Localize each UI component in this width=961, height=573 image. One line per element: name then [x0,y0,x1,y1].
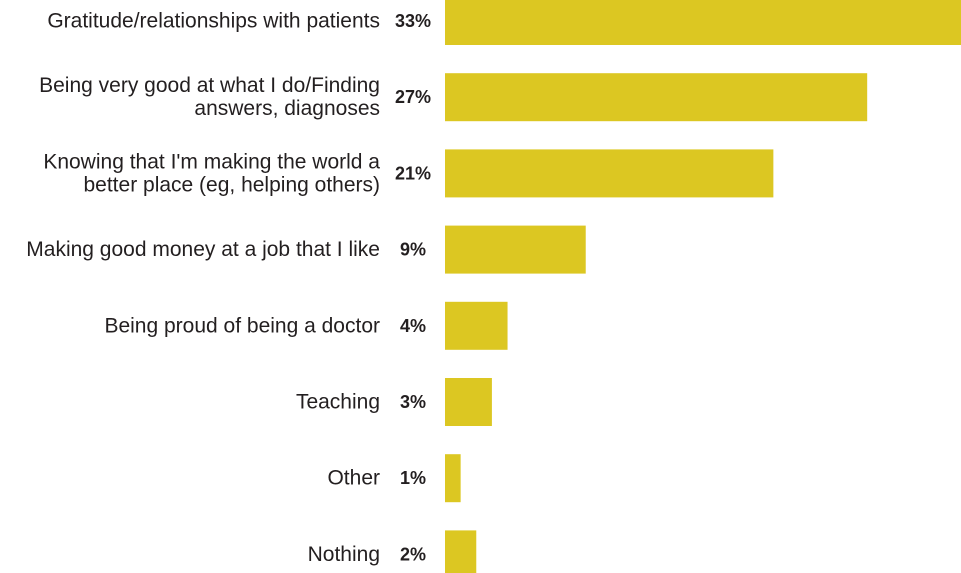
category-label-2-line-1: better place (eg, helping others) [83,173,380,196]
value-label-1: 27% [395,87,431,107]
value-label-2: 21% [395,163,431,183]
category-label-2-line-0: Knowing that I'm making the world a [43,150,380,173]
category-label-1-line-1: answers, diagnoses [194,97,380,120]
bar-1 [445,73,868,122]
bar-3 [445,225,586,274]
value-label-6: 1% [400,468,426,488]
category-label-5-line-0: Teaching [296,391,380,414]
value-label-5: 3% [400,392,426,412]
bars-group: 33% Gratitude/relationships with patients… [26,0,961,573]
category-label-6-line-0: Other [327,467,380,490]
bar-0 [445,0,961,45]
bar-7 [445,530,477,573]
bar-2 [445,149,774,198]
bar-4 [445,301,508,350]
bar-6 [445,454,461,503]
category-label-4-line-0: Being proud of being a doctor [104,314,380,337]
value-label-7: 2% [400,544,426,564]
category-label-1-line-0: Being very good at what I do/Finding [39,74,380,97]
category-label-7-line-0: Nothing [308,543,380,566]
category-label-0-line-0: Gratitude/relationships with patients [47,10,380,33]
category-label-3-line-0: Making good money at a job that I like [26,238,380,261]
bar-5 [445,378,492,426]
value-label-0: 33% [395,11,431,31]
value-label-4: 4% [400,316,426,336]
value-label-3: 9% [400,240,426,260]
